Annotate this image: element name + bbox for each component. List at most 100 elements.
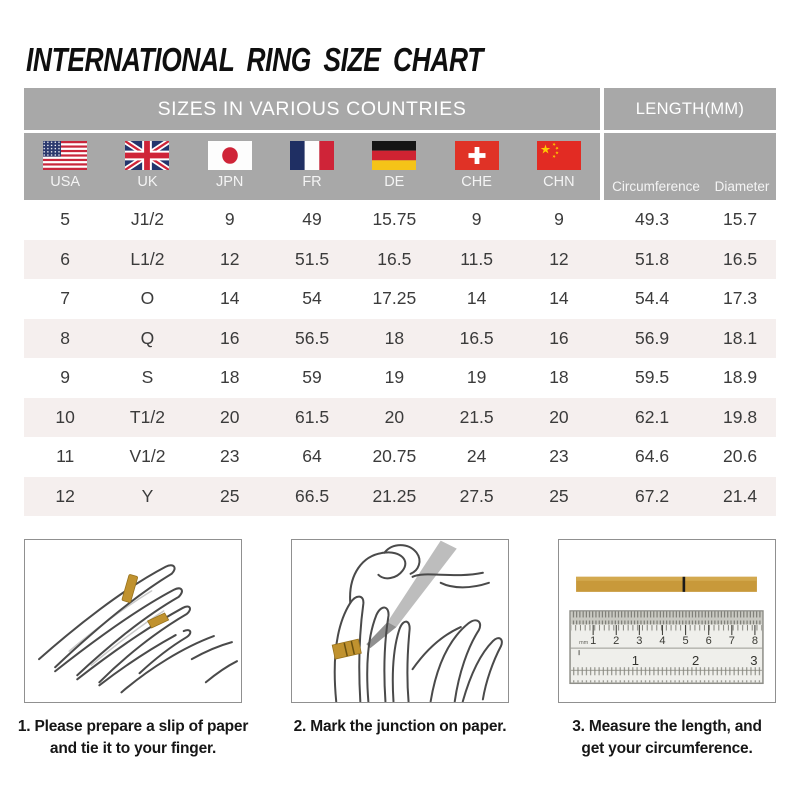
table-row: 8 Q 16 56.5 18 16.5 16 56.9 18.1 (24, 318, 776, 358)
table-cell: 9 (60, 367, 71, 388)
table-cell: 16.5 (377, 248, 412, 269)
column-header-uk: UK (106, 133, 188, 193)
column-header-circumference: Circumference (612, 178, 700, 194)
table-cell: L1/2 (130, 248, 165, 269)
svg-text:1: 1 (590, 635, 596, 647)
instructions-section: 1. Please prepare a slip of paper and ti… (18, 539, 776, 761)
table-cell: 16 (549, 327, 569, 348)
column-header-de: DE (353, 133, 435, 193)
table-cell: 12 (549, 248, 569, 269)
table-cell: 12 (55, 485, 75, 506)
table-cell: 14 (549, 288, 569, 309)
table-cell: 20.75 (372, 446, 417, 467)
table-cell: 9 (224, 209, 235, 230)
table-cell: 16.5 (459, 327, 494, 348)
table-cell: Y (141, 485, 154, 506)
china-flag-icon (536, 140, 581, 170)
column-label: CHN (543, 173, 575, 190)
table-row: 12 Y 25 66.5 21.25 27.5 25 67.2 21.4 (24, 476, 776, 516)
step-box-3: mm 1 2 3 4 5 6 7 8 1 2 3 (558, 539, 776, 703)
column-label: USA (50, 173, 81, 190)
table-cell: 5 (60, 209, 71, 230)
table-cell: 18 (220, 367, 240, 388)
table-cell: 18 (549, 367, 569, 388)
column-label: JPN (216, 173, 244, 190)
table-cell: 67.2 (635, 485, 670, 506)
column-header-fr: FR (271, 133, 353, 193)
svg-text:3: 3 (750, 653, 757, 668)
table-cell: 20 (220, 406, 240, 427)
table-row: 10 T1/2 20 61.5 20 21.5 20 62.1 19.8 (24, 397, 776, 437)
table-cell: 25 (220, 485, 240, 506)
table-cell: 9 (554, 209, 564, 230)
table-cell: 9 (471, 209, 482, 230)
svg-text:2: 2 (692, 653, 699, 668)
column-label: CHE (461, 173, 492, 190)
table-cell: 18 (384, 327, 405, 348)
hand-with-paper-illustration (38, 564, 238, 694)
table-cell: J1/2 (130, 209, 164, 230)
table-row: 7 O 14 54 17.25 14 14 54.4 17.3 (24, 279, 776, 319)
step-box-2 (291, 539, 509, 703)
column-label: UK (137, 173, 158, 190)
table-cell: 59 (302, 367, 322, 388)
table-cell: 24 (466, 446, 487, 467)
table-cell: 16 (220, 327, 240, 348)
table-cell: 54 (302, 288, 322, 309)
table-cell: V1/2 (129, 446, 166, 467)
table-cell: 27.5 (459, 485, 494, 506)
table-cell: 23 (549, 446, 569, 467)
table-cell: 51.8 (635, 248, 670, 269)
usa-flag-icon (43, 140, 88, 170)
svg-text:4: 4 (659, 635, 665, 647)
table-cell: 59.5 (635, 367, 670, 388)
table-cell: 21.25 (372, 485, 417, 506)
table-cell: 64 (302, 446, 322, 467)
table-cell: T1/2 (129, 406, 165, 427)
table-cell: 49.3 (635, 209, 670, 230)
germany-flag-icon (372, 140, 417, 170)
table-cell: 56.9 (635, 327, 670, 348)
mark-junction-illustration (331, 540, 503, 702)
group-header-sizes-label: SIZES IN VARIOUS COUNTRIES (157, 97, 467, 120)
table-cell: 21.5 (459, 406, 494, 427)
table-cell: 62.1 (635, 406, 670, 427)
svg-text:8: 8 (752, 635, 758, 647)
group-header-sizes: SIZES IN VARIOUS COUNTRIES (24, 88, 600, 133)
page-title: INTERNATIONAL RING SIZE CHART (26, 41, 483, 78)
table-cell: O (140, 288, 155, 309)
column-header-usa: USA (24, 133, 106, 193)
table-cell: 20.6 (723, 446, 758, 467)
ring-size-table: SIZES IN VARIOUS COUNTRIES (24, 88, 776, 516)
step-1: 1. Please prepare a slip of paper and ti… (18, 539, 248, 761)
table-cell: 14 (220, 288, 240, 309)
step-box-1 (24, 539, 242, 703)
table-cell: 7 (60, 288, 71, 309)
table-row: 5 J1/2 9 49 15.75 9 9 49.3 15.7 (24, 200, 776, 240)
ruler-illustration: mm 1 2 3 4 5 6 7 8 1 2 3 (569, 576, 764, 685)
ruler-icon: mm 1 2 3 4 5 6 7 8 1 2 3 (569, 610, 764, 685)
table-body: 5 J1/2 9 49 15.75 9 9 49.3 15.7 6 L1/2 12 51.5 16.5 1… (24, 200, 776, 516)
paper-strip-icon (576, 576, 757, 592)
switzerland-flag-icon (454, 140, 499, 170)
table-cell: 11.5 (460, 248, 494, 269)
table-cell: 56.5 (295, 327, 330, 348)
step-caption-1: 1. Please prepare a slip of paper and ti… (17, 718, 249, 758)
table-header: SIZES IN VARIOUS COUNTRIES (24, 88, 776, 200)
length-columns-row: Circumference Diameter (604, 133, 776, 200)
table-cell: 18.1 (723, 327, 758, 348)
pen-icon (387, 540, 457, 628)
svg-text:mm: mm (579, 640, 589, 646)
table-cell: 51.5 (295, 248, 330, 269)
svg-text:3: 3 (636, 635, 642, 647)
uk-flag-icon (125, 140, 170, 170)
table-cell: S (141, 367, 154, 388)
table-cell: 19 (466, 367, 487, 388)
table-cell: 23 (220, 446, 240, 467)
step-caption-2: 2. Mark the junction on paper. (293, 718, 507, 735)
table-cell: 14 (466, 288, 487, 309)
column-label: FR (302, 173, 322, 190)
table-cell: 18.9 (723, 367, 758, 388)
japan-flag-icon (207, 140, 252, 170)
table-cell: 64.6 (635, 446, 670, 467)
